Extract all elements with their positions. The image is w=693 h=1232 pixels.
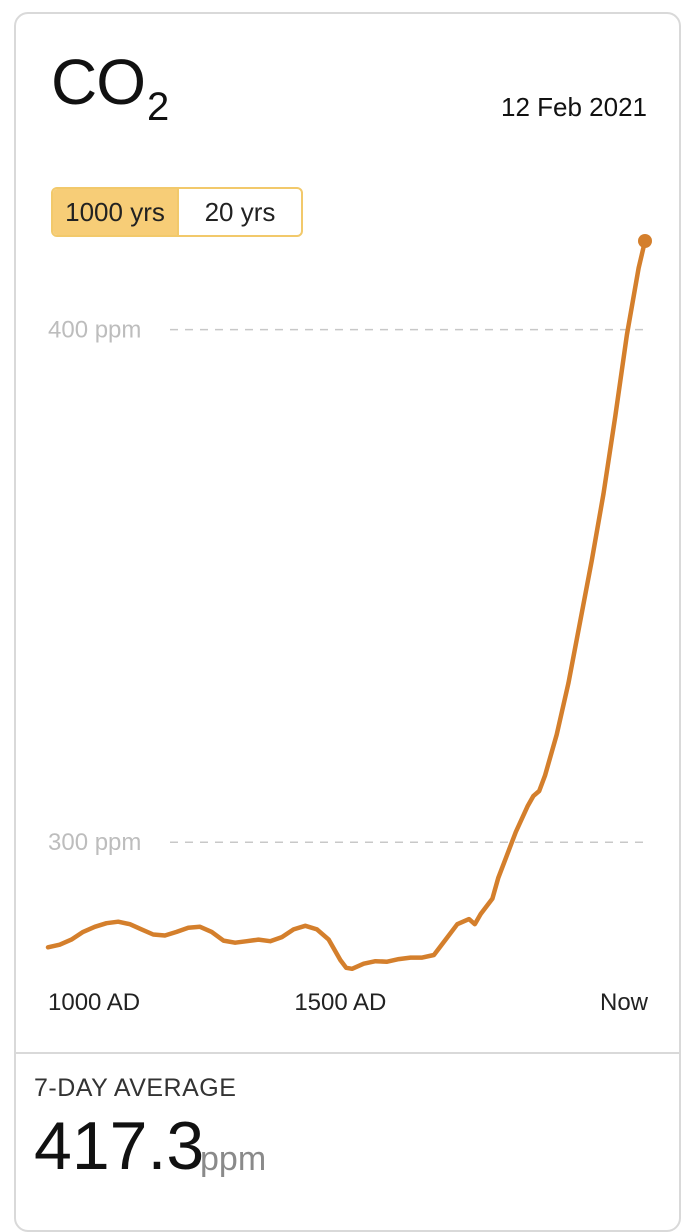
co2-card: CO2 12 Feb 2021 1000 yrs 20 yrs 7-DAY AV… — [14, 12, 681, 1232]
co2-chart: 300 ppm 400 ppm 1000 AD 1500 AD Now — [45, 234, 652, 1016]
co2-series-line — [45, 238, 648, 972]
average-unit: ppm — [200, 1140, 267, 1178]
page-title: CO2 — [51, 50, 169, 127]
latest-point-marker — [638, 234, 652, 248]
divider — [16, 1052, 679, 1054]
average-label: 7-DAY AVERAGE — [34, 1074, 237, 1102]
x-tick-label-0: 1000 AD — [48, 989, 140, 1016]
y-tick-label-300: 300 ppm — [48, 829, 141, 856]
x-tick-label-1: 1500 AD — [294, 989, 386, 1016]
range-toggle: 1000 yrs 20 yrs — [51, 187, 303, 237]
x-tick-label-2: Now — [600, 989, 649, 1016]
title-subscript: 2 — [147, 85, 169, 129]
range-option-1000-yrs[interactable]: 1000 yrs — [53, 189, 177, 235]
average-value: 417.3 — [34, 1108, 205, 1184]
y-tick-label-400: 400 ppm — [48, 317, 141, 344]
title-main: CO — [51, 46, 146, 118]
date-label: 12 Feb 2021 — [500, 92, 647, 122]
range-option-20-yrs[interactable]: 20 yrs — [177, 189, 301, 235]
